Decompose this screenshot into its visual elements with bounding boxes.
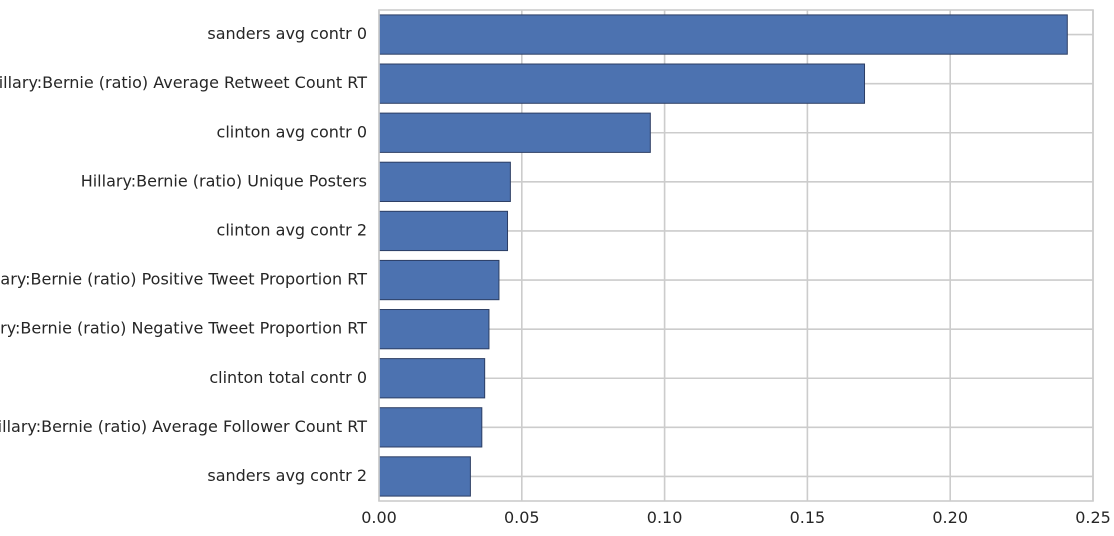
plot-border <box>378 9 1094 502</box>
bar <box>378 358 486 399</box>
bar <box>378 112 651 153</box>
y-tick-label: Hillary:Bernie (ratio) Average Follower … <box>0 417 367 436</box>
x-tick-label: 0.05 <box>504 508 540 527</box>
y-tick-label: sanders avg contr 0 <box>207 24 367 43</box>
y-tick-label: clinton avg contr 0 <box>217 122 367 141</box>
y-tick-label: Hillary:Bernie (ratio) Negative Tweet Pr… <box>0 319 367 338</box>
plot-frame <box>378 9 1094 502</box>
x-tick-label: 0.15 <box>790 508 826 527</box>
bar <box>378 63 866 104</box>
y-tick-label: clinton avg contr 2 <box>217 220 367 239</box>
bars <box>378 14 1068 497</box>
bar <box>378 309 490 350</box>
y-tick-label: Hillary:Bernie (ratio) Average Retweet C… <box>0 73 367 92</box>
y-tick-labels: sanders avg contr 0 Hillary:Bernie (ratio… <box>0 24 367 485</box>
bar <box>378 259 500 301</box>
bar <box>378 210 509 252</box>
x-tick-label: 0.10 <box>647 508 683 527</box>
bar <box>378 161 511 202</box>
y-tick-label: Hillary:Bernie (ratio) Unique Posters <box>81 171 367 190</box>
x-tick-label: 0.25 <box>1075 508 1111 527</box>
x-tick-label: 0.00 <box>361 508 397 527</box>
bar <box>378 14 1068 55</box>
x-tick-label: 0.20 <box>932 508 968 527</box>
bar <box>378 456 471 497</box>
y-tick-label: sanders avg contr 2 <box>207 466 367 485</box>
x-tick-labels: 0.00 0.05 0.10 0.15 0.20 0.25 <box>361 508 1111 527</box>
y-tick-label: clinton total contr 0 <box>209 368 367 387</box>
bar <box>378 407 483 448</box>
y-tick-label: Hillary:Bernie (ratio) Positive Tweet Pr… <box>0 270 367 289</box>
